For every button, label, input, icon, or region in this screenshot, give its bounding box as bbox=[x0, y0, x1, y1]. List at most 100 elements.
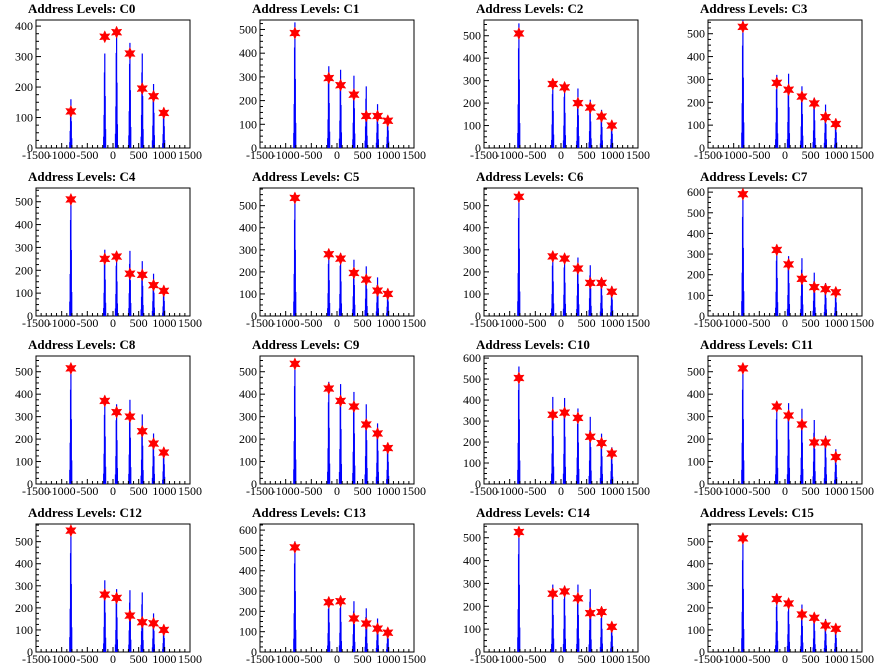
histogram-bar bbox=[611, 463, 613, 484]
histogram-bar bbox=[354, 304, 356, 316]
histogram-bar bbox=[578, 638, 580, 652]
histogram-bar bbox=[366, 643, 368, 652]
histogram-bar bbox=[353, 108, 355, 148]
histogram-bar bbox=[519, 123, 521, 148]
histogram-bar bbox=[552, 614, 554, 652]
x-tick-label: 500 bbox=[802, 316, 820, 330]
x-tick-label: 0 bbox=[558, 652, 564, 666]
x-tick-label: -1000 bbox=[48, 148, 76, 162]
histogram-bar bbox=[142, 619, 144, 652]
histogram-bar bbox=[377, 450, 379, 484]
panel-c10: Address Levels: C10 0 100 200 300 400 500 600 -1… bbox=[463, 337, 650, 498]
x-tick-label: 0 bbox=[110, 316, 116, 330]
peak-marker bbox=[136, 615, 148, 629]
histogram-bar bbox=[387, 301, 389, 316]
histogram-bar bbox=[742, 588, 744, 652]
histogram-bar bbox=[519, 291, 521, 316]
histogram-bar bbox=[601, 473, 603, 484]
y-tick-label: 600 bbox=[239, 523, 257, 537]
x-tick-label: 500 bbox=[130, 148, 148, 162]
y-tick-label: 0 bbox=[251, 141, 257, 155]
y-tick-label: 200 bbox=[687, 95, 705, 109]
peak-marker bbox=[830, 285, 842, 299]
y-tick-label: 0 bbox=[27, 645, 33, 659]
histogram-bar bbox=[564, 615, 566, 652]
x-tick-label: -1500 bbox=[246, 652, 274, 666]
panel-c14: Address Levels: C14 0 100 200 300 400 500 -1500… bbox=[463, 505, 650, 666]
histogram-bar bbox=[129, 618, 131, 652]
peak-marker bbox=[99, 588, 111, 602]
y-tick-label: 500 bbox=[239, 365, 257, 379]
peak-marker bbox=[323, 595, 335, 609]
peak-marker bbox=[547, 249, 559, 264]
histogram-bar bbox=[377, 471, 379, 484]
histogram-bar bbox=[788, 107, 790, 148]
x-tick-label: -1500 bbox=[246, 148, 274, 162]
x-tick-label: 1000 bbox=[824, 484, 848, 498]
histogram-bar bbox=[104, 279, 106, 316]
x-tick-label: 1500 bbox=[850, 148, 874, 162]
peak-marker bbox=[147, 616, 160, 630]
histogram-bar bbox=[104, 436, 106, 484]
x-tick-label: 1500 bbox=[178, 652, 202, 666]
histogram-bar bbox=[116, 303, 119, 316]
y-tick-label: 200 bbox=[687, 432, 705, 446]
panel-title: Address Levels: C13 bbox=[252, 505, 366, 520]
peak-marker bbox=[348, 88, 360, 102]
panel-c3: Address Levels: C30100200300400500-1500-… bbox=[687, 1, 874, 162]
panel-c1: Address Levels: C10100200300400500-1500-… bbox=[239, 1, 426, 162]
peak-marker bbox=[782, 596, 795, 611]
histogram-bar bbox=[377, 294, 379, 316]
histogram-bar bbox=[776, 107, 778, 148]
histogram-bar bbox=[553, 303, 555, 316]
panel-c9: Address Levels: C90100200300400500-1500-… bbox=[239, 337, 426, 498]
peak-marker bbox=[782, 83, 795, 97]
panel-title: Address Levels: C2 bbox=[476, 1, 583, 16]
histogram-bar bbox=[590, 470, 592, 484]
y-tick-label: 300 bbox=[463, 74, 481, 88]
histogram-bar bbox=[295, 291, 297, 316]
panel-c4: Address Levels: C40100200300400500-1500-… bbox=[15, 169, 202, 330]
y-tick-label: 200 bbox=[15, 432, 33, 446]
peak-marker bbox=[334, 78, 347, 92]
histogram-bar bbox=[71, 138, 73, 148]
histogram-bar bbox=[801, 625, 803, 652]
x-tick-label: 500 bbox=[802, 148, 820, 162]
y-tick-label: 400 bbox=[463, 393, 481, 407]
peak-marker bbox=[584, 276, 596, 290]
histogram-bar bbox=[743, 629, 745, 652]
y-tick-label: 200 bbox=[239, 265, 257, 279]
histogram-bar bbox=[590, 639, 592, 652]
x-tick-label: -1000 bbox=[272, 484, 300, 498]
x-tick-label: -500 bbox=[300, 484, 322, 498]
y-tick-label: 100 bbox=[463, 287, 481, 301]
peak-marker bbox=[513, 371, 525, 385]
histogram-bar bbox=[776, 621, 778, 652]
x-tick-label: -1000 bbox=[496, 148, 524, 162]
y-tick-label: 300 bbox=[463, 576, 481, 590]
y-tick-label: 100 bbox=[239, 455, 257, 469]
x-tick-label: 0 bbox=[110, 148, 116, 162]
panel-title: Address Levels: C12 bbox=[28, 505, 142, 520]
peak-marker bbox=[808, 96, 820, 111]
peak-marker bbox=[771, 399, 783, 414]
histogram-bar bbox=[366, 135, 368, 148]
histogram-bar bbox=[601, 643, 603, 652]
histogram-bar bbox=[377, 139, 379, 148]
histogram-bar bbox=[601, 295, 603, 316]
peak-marker bbox=[572, 591, 584, 605]
y-tick-label: 200 bbox=[687, 268, 705, 282]
histogram-bar bbox=[578, 304, 580, 316]
histogram-bar bbox=[801, 284, 803, 316]
y-tick-label: 400 bbox=[463, 51, 481, 65]
histogram-bar bbox=[163, 126, 165, 148]
y-tick-label: 500 bbox=[463, 531, 481, 545]
x-tick-label: 500 bbox=[802, 652, 820, 666]
histogram-bar bbox=[71, 627, 73, 652]
x-tick-label: 0 bbox=[558, 148, 564, 162]
histogram-bar bbox=[142, 445, 144, 484]
peak-marker bbox=[558, 584, 571, 599]
peak-marker bbox=[360, 272, 372, 287]
y-tick-label: 500 bbox=[15, 365, 33, 379]
histogram-bar bbox=[130, 639, 132, 652]
